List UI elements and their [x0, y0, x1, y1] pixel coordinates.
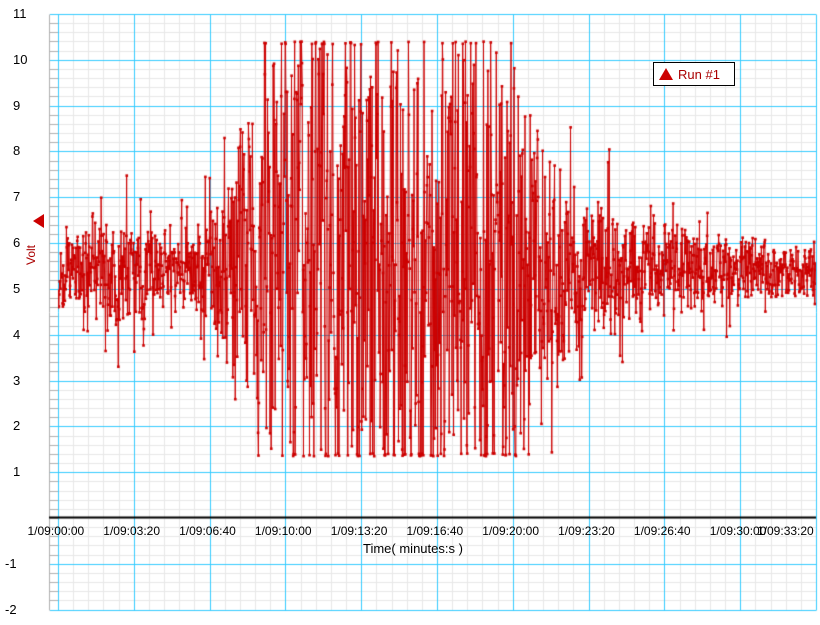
y-tick-label: 3	[13, 372, 21, 388]
legend-triangle-icon	[659, 68, 673, 80]
y-tick-label: 6	[13, 235, 21, 251]
y-axis-title: Volt	[24, 244, 38, 265]
x-tick-label: 1/09:16:40	[406, 524, 464, 538]
x-tick-label: 1/09:33:20	[757, 524, 814, 538]
x-tick-label: 1/09:13:20	[330, 524, 388, 538]
series-start-triangle-icon	[33, 214, 44, 228]
y-tick-label: 4	[13, 326, 21, 342]
x-tick-label: 1/09:23:20	[558, 524, 615, 538]
x-tick-label: 1/09:20:00	[482, 524, 540, 538]
x-tick-label: 1/09:06:40	[179, 524, 236, 538]
y-tick-label: 1	[13, 464, 21, 480]
y-tick-label: 9	[13, 97, 21, 113]
y-tick-label: 7	[13, 189, 21, 205]
legend[interactable]: Run #1	[653, 62, 735, 86]
y-tick-label: -1	[5, 555, 17, 571]
y-tick-label: 2	[13, 418, 21, 434]
x-tick-label: 1/09:03:20	[103, 524, 161, 538]
y-tick-label: -2	[5, 601, 17, 617]
x-tick-label: 1/09:30:00	[709, 524, 767, 538]
y-tick-label: 8	[13, 143, 21, 159]
legend-item-label: Run #1	[678, 66, 720, 82]
x-tick-label: 1/09:00:00	[27, 524, 85, 538]
y-tick-label: 10	[13, 51, 28, 67]
x-axis-title: Time( minutes:s )	[363, 541, 463, 556]
y-tick-label: 5	[13, 280, 21, 296]
x-tick-label: 1/09:10:00	[254, 524, 312, 538]
x-tick-label: 1/09:26:40	[633, 524, 691, 538]
y-tick-label: 11	[13, 5, 27, 21]
